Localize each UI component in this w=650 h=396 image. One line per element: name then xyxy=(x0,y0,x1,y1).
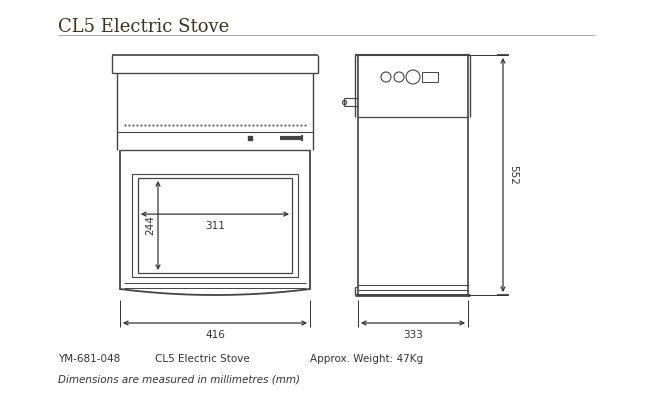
Bar xyxy=(132,174,298,277)
Text: Dimensions are measured in millimetres (mm): Dimensions are measured in millimetres (… xyxy=(58,374,300,384)
Text: CL5 Electric Stove: CL5 Electric Stove xyxy=(58,18,229,36)
Text: 552: 552 xyxy=(508,165,518,185)
Text: Approx. Weight: 47Kg: Approx. Weight: 47Kg xyxy=(310,354,423,364)
Text: YM-681-048: YM-681-048 xyxy=(58,354,120,364)
Text: 333: 333 xyxy=(403,330,423,340)
Bar xyxy=(422,72,438,82)
Text: 311: 311 xyxy=(205,221,225,231)
Text: CL5 Electric Stove: CL5 Electric Stove xyxy=(155,354,250,364)
Bar xyxy=(138,178,292,273)
Text: 244: 244 xyxy=(145,215,155,236)
Bar xyxy=(358,55,468,295)
Text: 416: 416 xyxy=(205,330,225,340)
